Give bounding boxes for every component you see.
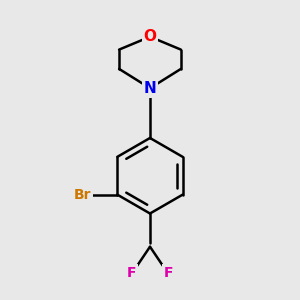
Text: F: F [164, 266, 173, 280]
Text: Br: Br [74, 188, 91, 202]
Text: F: F [127, 266, 136, 280]
Text: O: O [143, 29, 157, 44]
Text: N: N [144, 81, 156, 96]
